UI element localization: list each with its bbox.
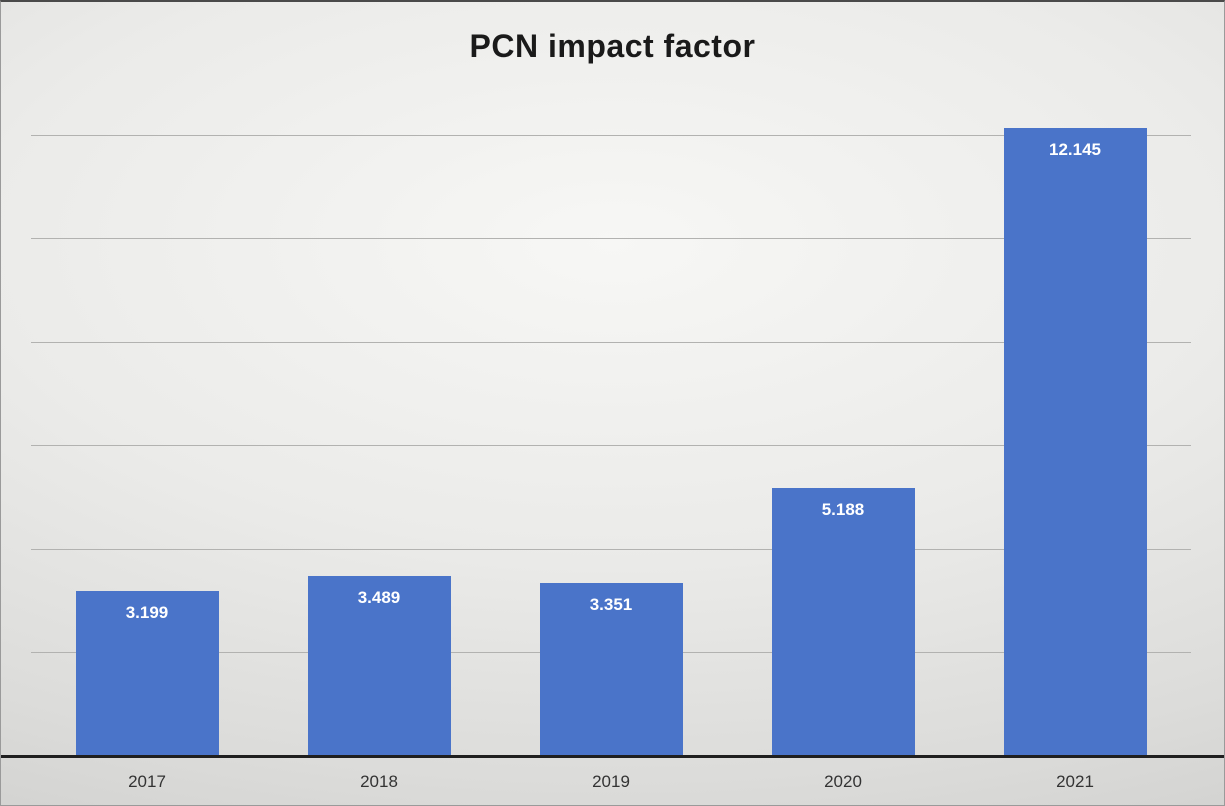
x-axis-baseline — [1, 755, 1224, 758]
bar-value-label: 3.351 — [589, 595, 633, 615]
bar-value-label: 5.188 — [821, 500, 865, 520]
x-axis-label: 2018 — [360, 772, 398, 791]
chart-title: PCN impact factor — [469, 28, 756, 64]
bar-2017: 3.199 — [75, 591, 219, 757]
bar-value-label: 12.145 — [1049, 140, 1101, 159]
x-axis-label: 2021 — [1056, 772, 1094, 791]
bar-2021: 12.145 — [1003, 128, 1147, 757]
gridline — [31, 548, 1191, 550]
x-axis-label: 2017 — [128, 772, 166, 791]
bar-value-label: 3.489 — [357, 588, 401, 608]
x-axis-label: 2020 — [824, 772, 862, 791]
gridline — [31, 445, 1191, 447]
plot-area: 3.199 3.489 3.351 5.188 12.145 — [31, 92, 1191, 757]
bar-2018: 3.489 — [307, 576, 451, 757]
gridline — [31, 134, 1191, 136]
bar-value-label: 3.199 — [125, 603, 169, 623]
x-axis-label: 2019 — [592, 772, 630, 791]
bar-2019: 3.351 — [539, 583, 683, 757]
x-axis: 2017 2018 2019 2020 2021 — [31, 772, 1191, 798]
bar-2020: 5.188 — [771, 488, 915, 757]
gridline — [31, 238, 1191, 240]
gridline — [31, 341, 1191, 343]
